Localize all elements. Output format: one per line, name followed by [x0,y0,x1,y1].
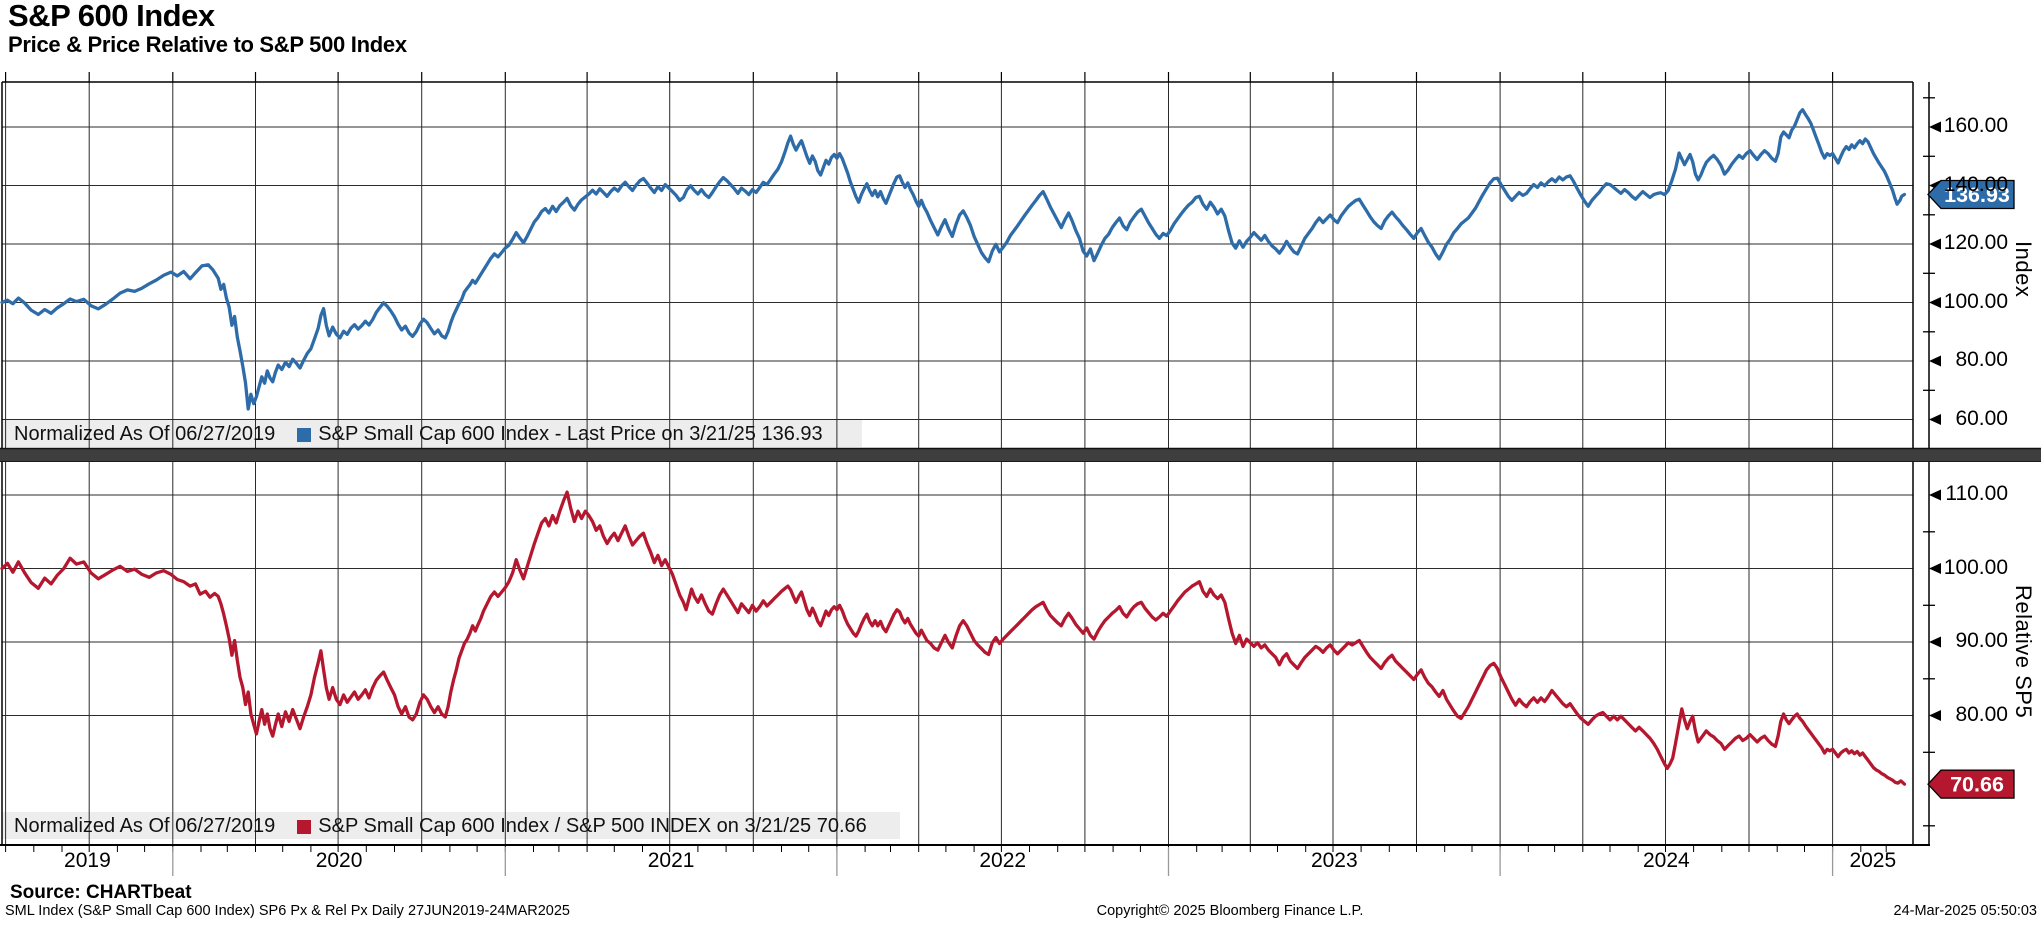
price-series-swatch-icon [297,427,312,442]
timestamp-label: 24-Mar-2025 05:50:03 [1893,903,2038,919]
price-y-tick-label: 140.00 [1943,172,2008,196]
price-series-label: S&P Small Cap 600 Index - Last Price on … [318,423,823,445]
price-y-tick-label: 60.00 [1955,406,2008,430]
price-y-tick-label: 80.00 [1955,348,2008,371]
relative-axis-title: Relative SP5 [2011,585,2036,719]
x-axis-year-label: 2019 [64,849,111,872]
svg-text:70.66: 70.66 [1950,773,2004,797]
x-axis-year-label: 2025 [1849,849,1897,872]
price-y-tick-label: 100.00 [1943,289,2008,313]
page-subtitle: Price & Price Relative to S&P 500 Index [8,32,407,57]
copyright-label: Copyright© 2025 Bloomberg Finance L.P. [1096,903,1364,919]
relative-series-swatch-icon [297,819,312,834]
relative-series-label: S&P Small Cap 600 Index / S&P 500 INDEX … [318,815,867,837]
x-axis-year-label: 2021 [647,849,695,872]
chart-description: SML Index (S&P Small Cap 600 Index) SP6 … [5,903,570,919]
x-axis-year-label: 2024 [1643,849,1690,872]
price-normalized-label: Normalized As Of 06/27/2019 [14,423,276,445]
price-chart-plot[interactable] [2,82,1913,448]
relative-y-tick-label: 110.00 [1945,482,2008,505]
price-y-tick-label: 120.00 [1943,231,2008,254]
relative-normalized-label: Normalized As Of 06/27/2019 [14,815,276,837]
relative-y-tick-label: 100.00 [1943,555,2008,579]
price-last-value-badge [1927,179,2015,210]
x-axis-year-label: 2020 [315,849,363,872]
source-label: Source: CHARTbeat [10,882,192,903]
relative-y-tick-label: 80.00 [1955,702,2008,726]
price-legend: Normalized As Of 06/27/2019 S&P Small Ca… [2,421,823,448]
relative-y-tick-label: 90.00 [1955,629,2008,652]
price-axis-title: Index [2011,241,2036,298]
x-axis-year-label: 2022 [979,849,1027,872]
relative-legend: Normalized As Of 06/27/2019 S&P Small Ca… [2,813,867,840]
page-title: S&P 600 Index [8,0,215,33]
x-axis-year-label: 2023 [1310,849,1358,872]
svg-text:136.93: 136.93 [1944,183,2010,207]
price-y-tick-label: 160.00 [1943,114,2008,137]
relative-chart-plot[interactable] [2,462,1913,845]
relative-last-value-badge [1927,769,2015,799]
